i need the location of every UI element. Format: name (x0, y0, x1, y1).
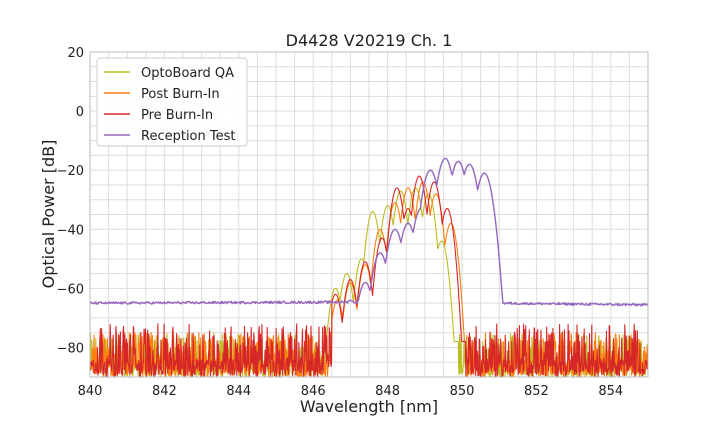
legend: OptoBoard QA Post Burn-In Pre Burn-In Recep… (96, 57, 248, 147)
plot-lines (89, 157, 649, 378)
x-tick-label: 852 (524, 384, 549, 399)
chart-title: D4428 V20219 Ch. 1 (286, 31, 453, 50)
plot-frame (89, 51, 649, 378)
y-axis-label: Optical Power [dB] (39, 140, 58, 289)
x-tick-label: 850 (450, 384, 475, 399)
y-tick-label: −60 (57, 282, 84, 297)
y-tick-label: −80 (57, 341, 84, 356)
y-tick-labels: −80 −60 −40 −20 0 20 (57, 46, 84, 356)
y-tick-label: −40 (57, 223, 84, 238)
x-tick-label: 848 (375, 384, 400, 399)
x-axis-label: Wavelength [nm] (300, 397, 438, 416)
x-tick-label: 842 (152, 384, 177, 399)
x-tick-labels: 840 842 844 846 848 850 852 854 (78, 384, 624, 399)
x-tick-label: 844 (226, 384, 251, 399)
y-tick-label: 0 (76, 105, 84, 120)
x-tick-label: 854 (598, 384, 623, 399)
legend-label: OptoBoard QA (141, 66, 234, 81)
legend-label: Reception Test (141, 129, 235, 144)
y-tick-label: 20 (67, 46, 84, 61)
legend-box (96, 57, 248, 147)
x-tick-label: 840 (78, 384, 103, 399)
x-tick-label: 846 (301, 384, 326, 399)
series-line-pre-burn-in (89, 175, 649, 378)
legend-label: Post Burn-In (141, 87, 220, 102)
y-tick-label: −20 (57, 164, 84, 179)
series-line-reception-test (89, 157, 649, 307)
legend-label: Pre Burn-In (141, 108, 213, 123)
